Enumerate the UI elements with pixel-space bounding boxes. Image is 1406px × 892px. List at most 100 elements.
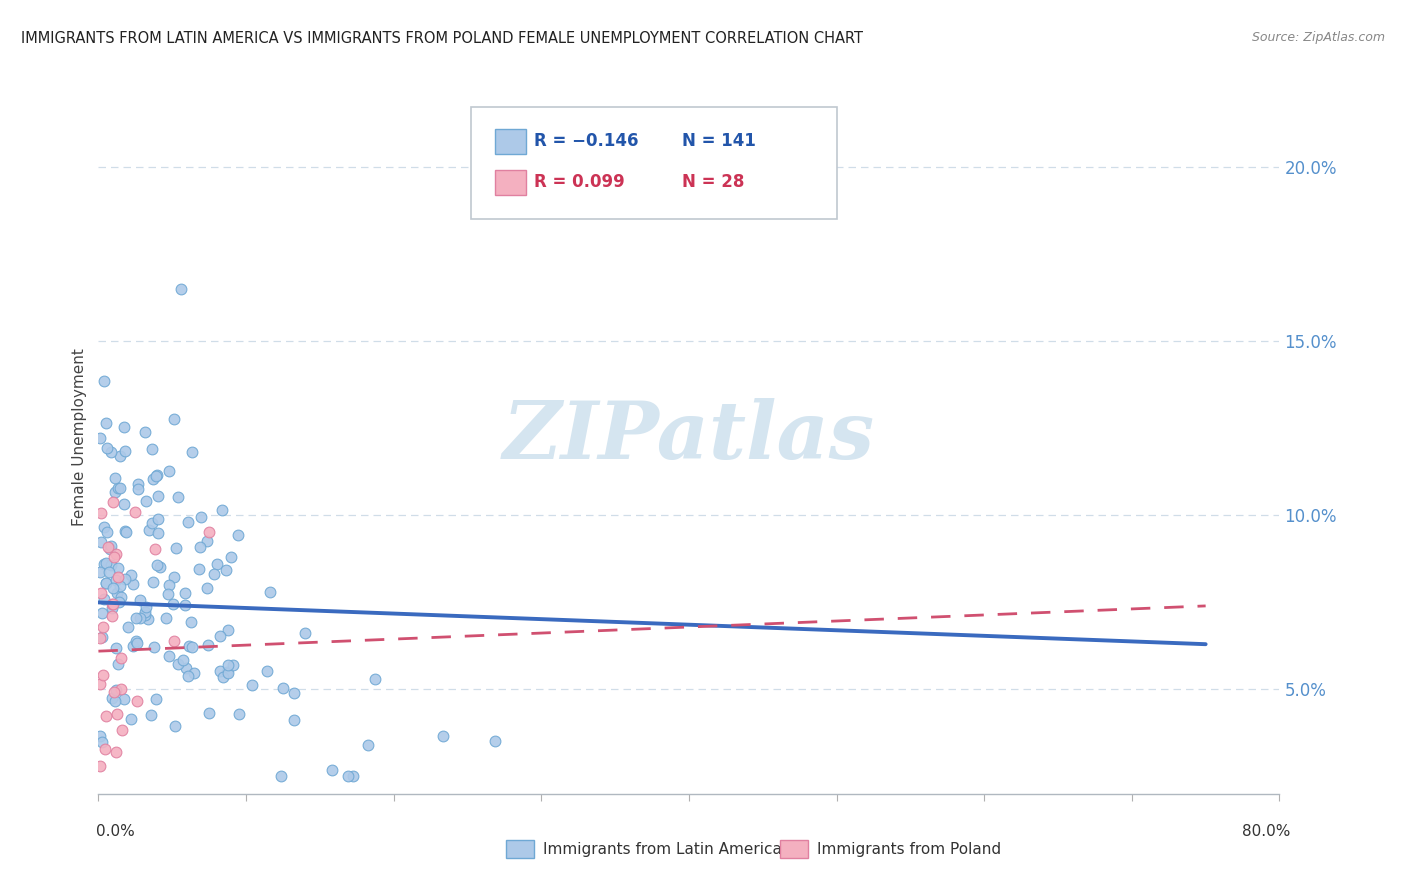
Point (173, 585, 195, 599)
Point (135, 600, 157, 615)
Point (110, 723, 132, 738)
Point (183, 666, 205, 681)
Point (195, 534, 218, 549)
Point (105, 573, 128, 587)
Point (484, 734, 506, 748)
Text: N = 28: N = 28 (682, 173, 744, 191)
Point (134, 425, 156, 440)
Point (91, 667, 114, 681)
Point (127, 476, 149, 491)
Point (240, 678, 263, 692)
Point (197, 638, 219, 652)
Point (103, 549, 125, 564)
Text: R = 0.099: R = 0.099 (534, 173, 626, 191)
Point (97, 540, 120, 554)
Point (105, 586, 128, 600)
Point (112, 420, 135, 434)
Point (181, 445, 204, 459)
Point (91, 620, 114, 634)
Text: 80.0%: 80.0% (1243, 824, 1291, 838)
Point (114, 692, 136, 706)
Point (90, 506, 112, 520)
Point (110, 590, 132, 604)
Point (89, 759, 111, 773)
Point (100, 598, 122, 612)
Point (91, 735, 114, 749)
Point (146, 526, 169, 541)
Point (139, 707, 162, 722)
Point (145, 468, 167, 483)
Point (108, 579, 131, 593)
Point (104, 547, 127, 561)
Text: Immigrants from Latin America: Immigrants from Latin America (543, 842, 782, 856)
Point (89, 677, 111, 691)
Point (195, 581, 218, 595)
Point (93, 374, 115, 388)
Point (273, 681, 295, 695)
Point (90, 586, 112, 600)
Point (93, 519, 115, 533)
Point (108, 449, 131, 463)
Point (96, 441, 118, 455)
Point (364, 672, 387, 686)
Point (208, 629, 231, 643)
Point (207, 558, 229, 572)
Point (215, 564, 238, 578)
Point (114, 444, 136, 458)
Point (142, 472, 165, 486)
Point (94, 709, 117, 723)
Point (100, 558, 122, 573)
Point (94, 742, 117, 756)
Point (101, 581, 124, 595)
Point (94, 416, 117, 430)
Point (163, 570, 186, 584)
Point (100, 445, 122, 459)
Point (198, 706, 221, 720)
Point (98, 542, 121, 557)
Point (167, 657, 190, 672)
Point (104, 694, 127, 708)
Point (181, 640, 204, 654)
Point (110, 482, 132, 496)
Point (104, 485, 127, 500)
Point (141, 516, 163, 530)
Point (89, 431, 111, 445)
Point (120, 568, 142, 582)
Point (180, 615, 202, 629)
Point (115, 524, 138, 539)
Text: 0.0%: 0.0% (96, 824, 135, 838)
Point (221, 657, 243, 672)
Point (100, 601, 122, 615)
Point (104, 641, 127, 656)
Point (142, 640, 165, 654)
Point (107, 560, 129, 574)
Point (217, 657, 239, 672)
Point (146, 489, 169, 503)
Point (120, 712, 142, 726)
Point (146, 558, 169, 572)
Point (94, 575, 117, 590)
Point (98, 565, 121, 579)
Point (226, 528, 249, 542)
Point (157, 578, 180, 592)
Point (209, 664, 232, 678)
Point (172, 653, 194, 667)
Point (228, 706, 250, 721)
Point (142, 574, 165, 589)
Text: IMMIGRANTS FROM LATIN AMERICA VS IMMIGRANTS FROM POLAND FEMALE UNEMPLOYMENT CORR: IMMIGRANTS FROM LATIN AMERICA VS IMMIGRA… (21, 31, 863, 46)
Point (94, 576, 117, 591)
Point (105, 707, 128, 722)
Text: N = 141: N = 141 (682, 132, 756, 150)
Point (270, 769, 292, 783)
Text: R = −0.146: R = −0.146 (534, 132, 638, 150)
Point (110, 651, 132, 665)
Point (157, 587, 180, 601)
Text: Immigrants from Poland: Immigrants from Poland (817, 842, 1001, 856)
Point (155, 611, 177, 625)
Point (177, 639, 200, 653)
Point (283, 686, 305, 700)
Point (217, 665, 239, 680)
Point (217, 666, 239, 681)
Point (177, 516, 200, 530)
Point (163, 633, 186, 648)
